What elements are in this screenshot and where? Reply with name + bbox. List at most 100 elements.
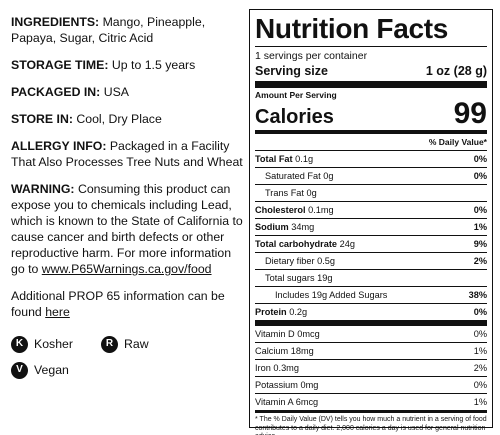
packaged-value: USA [103, 85, 129, 99]
nutrient-dv: 38% [468, 290, 487, 300]
protein-row: Protein 0.2g 0% [255, 304, 487, 326]
nutrient-label: Sodium [255, 222, 289, 232]
nutrient-amount: 0mcg [297, 329, 320, 339]
storage-info: STORAGE TIME: Up to 1.5 years [11, 57, 243, 73]
prop65-text: Additional PROP 65 information can be fo… [11, 289, 225, 319]
sugars-row: Total sugars 19g [255, 270, 487, 287]
potassium-row: Potassium 0mg 0% [255, 377, 487, 394]
vegan-icon: V [11, 361, 28, 379]
packaged-label: PACKAGED IN: [11, 85, 101, 99]
prop65-info: Additional PROP 65 information can be fo… [11, 288, 243, 320]
calories-value: 99 [453, 97, 487, 130]
serving-size: Serving size 1 oz (28 g) [255, 63, 487, 88]
store-value: Cool, Dry Place [76, 112, 162, 126]
ingredients-info: INGREDIENTS: Mango, Pineapple, Papaya, S… [11, 14, 243, 46]
nutrient-dv: 0% [473, 380, 487, 390]
nutrient-dv: 1% [473, 397, 487, 407]
nutrient-label: Total sugars [265, 273, 315, 283]
vegan-badge: V Vegan [11, 361, 69, 379]
nutrient-amount: 18mg [290, 346, 314, 356]
iron-row: Iron 0.3mg 2% [255, 360, 487, 377]
packaged-info: PACKAGED IN: USA [11, 84, 243, 100]
vegan-label: Vegan [34, 363, 69, 377]
nutrient-label: Protein [255, 307, 287, 317]
storage-label: STORAGE TIME: [11, 58, 109, 72]
nutrient-label: Includes 19g Added Sugars [275, 290, 388, 300]
nutrient-dv: 0% [473, 307, 487, 317]
nutrient-label: Vitamin A [255, 397, 294, 407]
prop65-here-link[interactable]: here [45, 305, 70, 319]
nutrient-dv: 2% [473, 256, 487, 266]
nutrient-label: Dietary fiber [265, 256, 315, 266]
servings-per-container: 1 servings per container [255, 50, 368, 62]
nutrient-label: Vitamin D [255, 329, 295, 339]
cholesterol-row: Cholesterol 0.1mg 0% [255, 202, 487, 219]
nutrient-dv: 1% [473, 346, 487, 356]
warning-value: Consuming this product can expose you to… [11, 182, 243, 276]
trans-fat-row: Trans Fat 0g [255, 185, 487, 202]
nutrient-label: Trans Fat [265, 188, 304, 198]
nutrient-amount: 0mg [300, 380, 319, 390]
added-sugars-row: Includes 19g Added Sugars 38% [255, 287, 487, 304]
nutrient-label: Potassium [255, 380, 298, 390]
allergy-info: ALLERGY INFO: Packaged in a Facility Tha… [11, 138, 243, 170]
ingredients-value: Mango, Pineapple, Papaya, Sugar, Citric … [11, 15, 206, 45]
daily-value-header: % Daily Value* [255, 134, 487, 151]
nutrient-amount: 24g [339, 239, 355, 249]
nutrient-dv: 9% [473, 239, 487, 249]
nutrient-label: Iron [255, 363, 271, 373]
nutrient-amount: 34mg [291, 222, 315, 232]
allergy-label: ALLERGY INFO: [11, 139, 107, 153]
nutrient-dv: 2% [473, 363, 487, 373]
nutrient-label: Calcium [255, 346, 289, 356]
nutrient-label: Saturated Fat [265, 171, 321, 181]
nutrient-dv: 1% [473, 222, 487, 232]
p65-warnings-link[interactable]: www.P65Warnings.ca.gov/food [41, 262, 212, 276]
calcium-row: Calcium 18mg 1% [255, 343, 487, 360]
nutrient-dv: 0% [473, 205, 487, 215]
fiber-row: Dietary fiber 0.5g 2% [255, 253, 487, 270]
nutrient-amount: 0g [306, 188, 317, 198]
calories-label: Calories [255, 106, 334, 128]
raw-label: Raw [123, 337, 149, 351]
carbohydrate-row: Total carbohydrate 24g 9% [255, 236, 487, 253]
calories-row: Calories 99 [255, 97, 487, 134]
storage-value: Up to 1.5 years [111, 58, 196, 72]
kosher-label: Kosher [34, 337, 73, 351]
daily-value-footnote: * The % Daily Value (DV) tells you how m… [255, 416, 487, 435]
serving-size-label: Serving size [255, 64, 328, 78]
nutrient-amount: 0g [323, 171, 334, 181]
nutrient-amount: 0.1g [295, 154, 314, 164]
total-fat-row: Total Fat 0.1g 0% [255, 151, 487, 168]
nutrient-dv: 0% [473, 329, 487, 339]
raw-icon: R [100, 335, 118, 353]
warning-info: WARNING: Consuming this product can expo… [11, 181, 243, 277]
nutrition-title: Nutrition Facts [255, 14, 487, 47]
nutrient-amount: 0.5g [317, 256, 335, 266]
nutrient-amount: 6mcg [295, 397, 319, 407]
nutrient-amount: 0.3mg [273, 363, 299, 373]
serving-size-value: 1 oz (28 g) [425, 64, 487, 78]
warning-label: WARNING: [11, 182, 75, 196]
nutrient-amount: 0.2g [289, 307, 308, 317]
diet-badges: K Kosher R Raw V Vegan [11, 331, 243, 383]
store-info: STORE IN: Cool, Dry Place [11, 111, 243, 127]
kosher-icon: K [11, 335, 28, 353]
ingredients-label: INGREDIENTS: [11, 15, 100, 29]
nutrient-dv: 0% [473, 154, 487, 164]
nutrient-label: Total carbohydrate [255, 239, 338, 249]
nutrient-amount: 19g [317, 273, 333, 283]
nutrient-dv: 0% [473, 171, 487, 181]
vitamin-d-row: Vitamin D 0mcg 0% [255, 326, 487, 343]
nutrient-label: Total Fat [255, 154, 293, 164]
nutrient-amount: 0.1mg [308, 205, 334, 215]
kosher-badge: K Kosher [11, 335, 73, 353]
allergy-value: Packaged in a Facility That Also Process… [11, 139, 243, 169]
product-info: INGREDIENTS: Mango, Pineapple, Papaya, S… [11, 14, 243, 383]
nutrient-label: Cholesterol [255, 205, 306, 215]
vitamin-a-row: Vitamin A 6mcg 1% [255, 394, 487, 413]
sodium-row: Sodium 34mg 1% [255, 219, 487, 236]
amount-per-serving: Amount Per Serving [255, 90, 337, 100]
raw-badge: R Raw [100, 335, 149, 353]
store-label: STORE IN: [11, 112, 73, 126]
